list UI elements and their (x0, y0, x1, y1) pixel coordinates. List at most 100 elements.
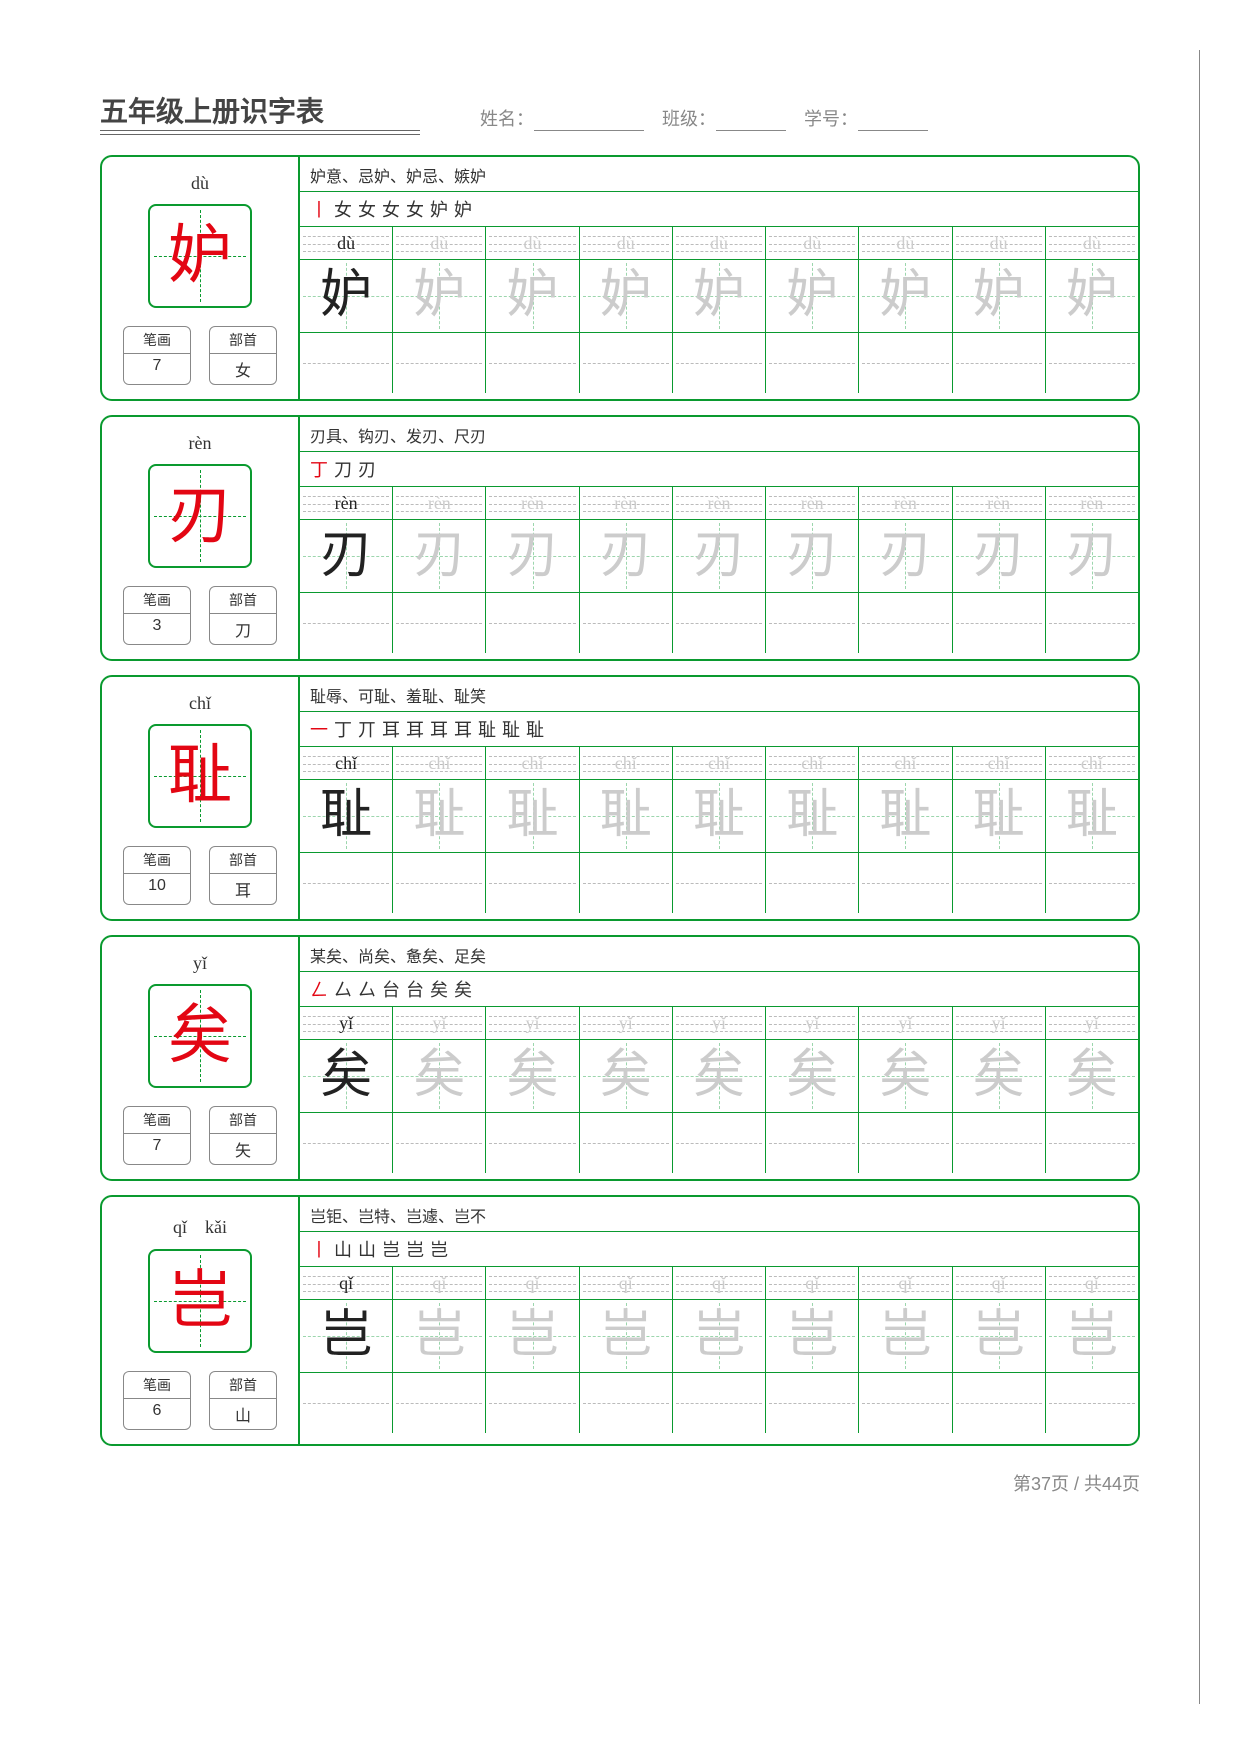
id-blank[interactable] (858, 113, 928, 131)
pinyin-cell[interactable]: qǐ (1046, 1267, 1138, 1299)
blank-cell[interactable] (580, 333, 673, 393)
pinyin-cell[interactable]: chǐ (953, 747, 1046, 779)
pinyin-cell[interactable]: yǐ (300, 1007, 393, 1039)
blank-cell[interactable] (1046, 1373, 1138, 1433)
blank-cell[interactable] (673, 593, 766, 653)
char-cell[interactable]: 刃 (766, 520, 859, 592)
pinyin-cell[interactable]: rèn (393, 487, 486, 519)
blank-cell[interactable] (673, 333, 766, 393)
char-cell[interactable]: 耻 (580, 780, 673, 852)
blank-cell[interactable] (300, 853, 393, 913)
char-cell[interactable]: 岂 (859, 1300, 952, 1372)
blank-cell[interactable] (580, 853, 673, 913)
pinyin-cell[interactable]: yǐ (580, 1007, 673, 1039)
blank-cell[interactable] (766, 1113, 859, 1173)
char-cell[interactable]: 耻 (486, 780, 579, 852)
pinyin-cell[interactable]: dù (673, 227, 766, 259)
char-cell[interactable]: 刃 (1046, 520, 1138, 592)
char-cell[interactable]: 刃 (300, 520, 393, 592)
pinyin-cell[interactable]: yǐ (953, 1007, 1046, 1039)
char-cell[interactable]: 矣 (580, 1040, 673, 1112)
char-cell[interactable]: 妒 (859, 260, 952, 332)
char-cell[interactable]: 耻 (673, 780, 766, 852)
blank-cell[interactable] (953, 1373, 1046, 1433)
pinyin-cell[interactable]: chǐ (1046, 747, 1138, 779)
pinyin-cell[interactable]: qǐ (859, 1267, 952, 1299)
blank-cell[interactable] (859, 1373, 952, 1433)
blank-cell[interactable] (1046, 593, 1138, 653)
pinyin-cell[interactable]: rèn (486, 487, 579, 519)
pinyin-cell[interactable]: qǐ (580, 1267, 673, 1299)
class-blank[interactable] (716, 113, 786, 131)
blank-cell[interactable] (486, 593, 579, 653)
pinyin-cell[interactable]: chǐ (580, 747, 673, 779)
pinyin-cell[interactable]: yǐ (859, 1007, 952, 1039)
blank-cell[interactable] (673, 1113, 766, 1173)
blank-cell[interactable] (953, 593, 1046, 653)
pinyin-cell[interactable]: rèn (300, 487, 393, 519)
blank-cell[interactable] (580, 1113, 673, 1173)
pinyin-cell[interactable]: rèn (673, 487, 766, 519)
pinyin-cell[interactable]: rèn (859, 487, 952, 519)
pinyin-cell[interactable]: qǐ (766, 1267, 859, 1299)
pinyin-cell[interactable]: dù (1046, 227, 1138, 259)
blank-cell[interactable] (300, 1373, 393, 1433)
blank-cell[interactable] (300, 1113, 393, 1173)
pinyin-cell[interactable]: qǐ (953, 1267, 1046, 1299)
char-cell[interactable]: 岂 (953, 1300, 1046, 1372)
blank-cell[interactable] (486, 1113, 579, 1173)
pinyin-cell[interactable]: dù (393, 227, 486, 259)
blank-cell[interactable] (393, 1373, 486, 1433)
pinyin-cell[interactable]: chǐ (393, 747, 486, 779)
pinyin-cell[interactable]: dù (953, 227, 1046, 259)
blank-cell[interactable] (766, 333, 859, 393)
blank-cell[interactable] (393, 333, 486, 393)
char-cell[interactable]: 岂 (393, 1300, 486, 1372)
char-cell[interactable]: 耻 (766, 780, 859, 852)
char-cell[interactable]: 矣 (393, 1040, 486, 1112)
blank-cell[interactable] (673, 1373, 766, 1433)
char-cell[interactable]: 妒 (580, 260, 673, 332)
char-cell[interactable]: 耻 (393, 780, 486, 852)
char-cell[interactable]: 矣 (486, 1040, 579, 1112)
char-cell[interactable]: 耻 (859, 780, 952, 852)
blank-cell[interactable] (393, 853, 486, 913)
blank-cell[interactable] (393, 593, 486, 653)
blank-cell[interactable] (393, 1113, 486, 1173)
char-cell[interactable]: 耻 (953, 780, 1046, 852)
pinyin-cell[interactable]: rèn (953, 487, 1046, 519)
pinyin-cell[interactable]: chǐ (766, 747, 859, 779)
pinyin-cell[interactable]: chǐ (486, 747, 579, 779)
blank-cell[interactable] (300, 593, 393, 653)
pinyin-cell[interactable]: yǐ (1046, 1007, 1138, 1039)
pinyin-cell[interactable]: dù (859, 227, 952, 259)
pinyin-cell[interactable]: yǐ (486, 1007, 579, 1039)
blank-cell[interactable] (580, 593, 673, 653)
blank-cell[interactable] (953, 1113, 1046, 1173)
char-cell[interactable]: 妒 (300, 260, 393, 332)
pinyin-cell[interactable]: chǐ (300, 747, 393, 779)
pinyin-cell[interactable]: qǐ (300, 1267, 393, 1299)
blank-cell[interactable] (766, 1373, 859, 1433)
char-cell[interactable]: 耻 (1046, 780, 1138, 852)
blank-cell[interactable] (300, 333, 393, 393)
char-cell[interactable]: 岂 (673, 1300, 766, 1372)
char-cell[interactable]: 矣 (766, 1040, 859, 1112)
char-cell[interactable]: 妒 (393, 260, 486, 332)
char-cell[interactable]: 矣 (859, 1040, 952, 1112)
char-cell[interactable]: 刃 (393, 520, 486, 592)
char-cell[interactable]: 妒 (766, 260, 859, 332)
char-cell[interactable]: 矣 (300, 1040, 393, 1112)
blank-cell[interactable] (580, 1373, 673, 1433)
char-cell[interactable]: 刃 (673, 520, 766, 592)
blank-cell[interactable] (859, 333, 952, 393)
pinyin-cell[interactable]: yǐ (393, 1007, 486, 1039)
blank-cell[interactable] (859, 593, 952, 653)
blank-cell[interactable] (1046, 853, 1138, 913)
char-cell[interactable]: 耻 (300, 780, 393, 852)
char-cell[interactable]: 岂 (766, 1300, 859, 1372)
blank-cell[interactable] (486, 333, 579, 393)
pinyin-cell[interactable]: rèn (580, 487, 673, 519)
blank-cell[interactable] (766, 593, 859, 653)
blank-cell[interactable] (1046, 1113, 1138, 1173)
